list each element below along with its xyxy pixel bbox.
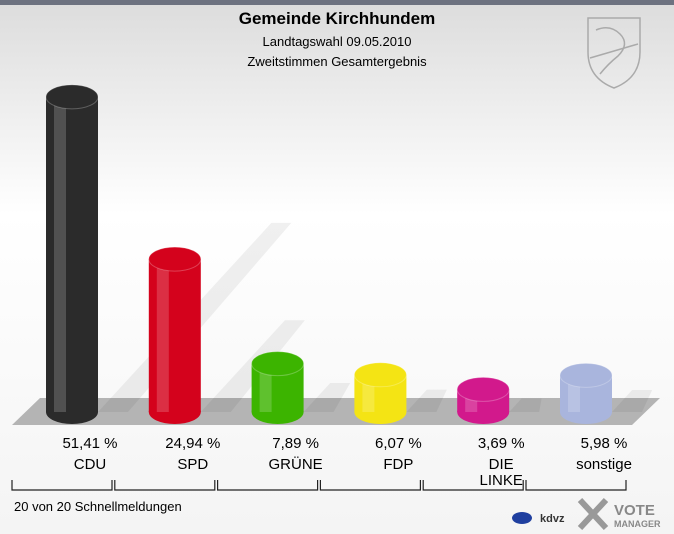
chart-subtitle: Landtagswahl 09.05.2010	[263, 34, 412, 49]
logo-text: MANAGER	[614, 519, 661, 529]
logo-mark	[512, 512, 532, 524]
bracket	[319, 480, 421, 491]
value-label: 6,07 %	[375, 435, 422, 452]
bracket	[422, 480, 524, 491]
bar-top	[45, 84, 99, 110]
footer: 20 von 20 Schnellmeldungen	[14, 499, 182, 514]
bar-top	[456, 376, 510, 402]
logo-text: kdvz	[540, 513, 565, 525]
bar-shine	[54, 96, 66, 413]
category-label: CDU	[73, 456, 107, 473]
bar-top	[251, 351, 305, 377]
bar-top	[353, 362, 407, 388]
chart-subtitle: Zweitstimmen Gesamtergebnis	[247, 54, 427, 69]
coat-of-arms	[587, 17, 641, 89]
value-label: 24,94 %	[165, 435, 220, 452]
bar-shadow	[303, 382, 351, 412]
bar-top	[148, 246, 202, 272]
value-label: 51,41 %	[62, 435, 117, 452]
logo-text: VOTE	[614, 502, 655, 519]
bar	[148, 259, 201, 412]
bracket	[217, 480, 319, 491]
value-label: 5,98 %	[581, 435, 628, 452]
bar-top	[559, 362, 613, 388]
value-label: 3,69 %	[478, 435, 525, 452]
category-label: GRÜNE	[268, 456, 323, 473]
top-strip	[0, 0, 674, 5]
category-label: DIE LINKE	[479, 456, 523, 489]
category-label: FDP	[383, 456, 414, 473]
bar-shadow	[509, 398, 542, 412]
bracket	[11, 480, 113, 491]
bar-shine	[259, 363, 272, 412]
chart-title: Gemeinde Kirchhundem	[239, 9, 435, 28]
category-label: SPD	[177, 456, 209, 473]
bracket	[525, 480, 627, 491]
logo-x	[577, 497, 609, 531]
bar-shine	[156, 259, 169, 412]
value-label: 7,89 %	[272, 435, 319, 452]
bar-shadow	[612, 390, 653, 412]
bar	[46, 96, 98, 413]
bar-shadow	[406, 389, 447, 412]
category-label: sonstige	[576, 456, 632, 473]
bracket	[114, 480, 216, 491]
